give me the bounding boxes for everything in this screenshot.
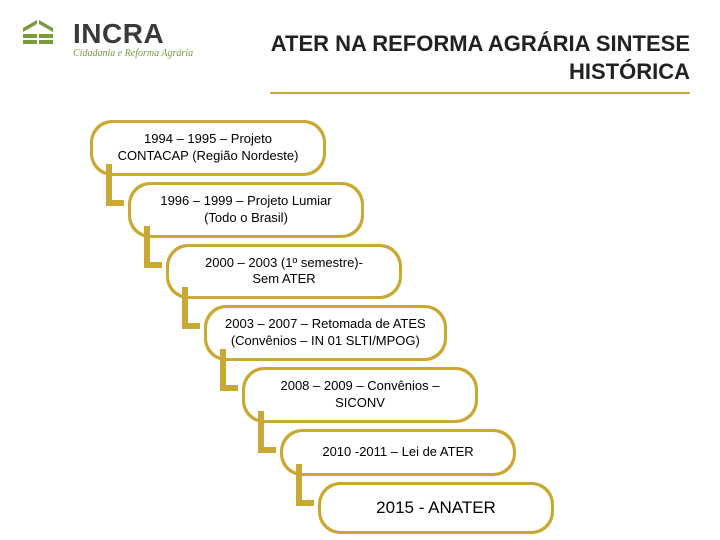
timeline-step-line1: 2008 – 2009 – Convênios – — [263, 378, 457, 395]
title-line1: ATER NA REFORMA AGRÁRIA SINTESE — [271, 31, 690, 56]
timeline-step-line1: 2000 – 2003 (1º semestre)- — [187, 255, 381, 272]
page-title: ATER NA REFORMA AGRÁRIA SINTESE HISTÓRIC… — [271, 30, 690, 85]
title-line2: HISTÓRICA — [569, 59, 690, 84]
connector-icon — [296, 464, 314, 506]
timeline-pill-inner: 2010 -2011 – Lei de ATER — [283, 432, 513, 473]
timeline-step-line2: CONTACAP (Região Nordeste) — [111, 148, 305, 165]
timeline-step: 2000 – 2003 (1º semestre)-Sem ATER — [166, 244, 554, 300]
timeline-pill: 2008 – 2009 – Convênios –SICONV — [242, 367, 478, 423]
logo-title: INCRA — [73, 20, 193, 48]
logo-area: INCRA Cidadania e Reforma Agrária — [15, 20, 193, 60]
timeline-step-line2: (Convênios – IN 01 SLTI/MPOG) — [225, 333, 426, 350]
timeline-step-line1: 2003 – 2007 – Retomada de ATES — [225, 316, 426, 333]
timeline-step: 2003 – 2007 – Retomada de ATES(Convênios… — [204, 305, 554, 361]
timeline-step: 1996 – 1999 – Projeto Lumiar(Todo o Bras… — [128, 182, 554, 238]
timeline-pill-inner: 2008 – 2009 – Convênios –SICONV — [245, 370, 475, 420]
timeline-pill-inner: 1994 – 1995 – ProjetoCONTACAP (Região No… — [93, 123, 323, 173]
timeline-step: 2010 -2011 – Lei de ATER — [280, 429, 554, 476]
timeline-step-line1: 2015 - ANATER — [343, 497, 529, 519]
timeline-pill: 1996 – 1999 – Projeto Lumiar(Todo o Bras… — [128, 182, 364, 238]
timeline-step-line2: Sem ATER — [187, 271, 381, 288]
timeline-step-line1: 1994 – 1995 – Projeto — [111, 131, 305, 148]
timeline-pill-inner: 1996 – 1999 – Projeto Lumiar(Todo o Bras… — [131, 185, 361, 235]
timeline-step-line2: (Todo o Brasil) — [149, 210, 343, 227]
logo-subtitle: Cidadania e Reforma Agrária — [73, 48, 193, 60]
connector-icon — [106, 164, 124, 206]
timeline-step: 2008 – 2009 – Convênios –SICONV — [242, 367, 554, 423]
timeline-pill: 2015 - ANATER — [318, 482, 554, 534]
timeline-step: 2015 - ANATER — [318, 482, 554, 534]
timeline-pill: 2010 -2011 – Lei de ATER — [280, 429, 516, 476]
connector-icon — [220, 349, 238, 391]
connector-icon — [258, 411, 276, 453]
incra-logo-icon — [15, 20, 65, 60]
timeline-step-line1: 2010 -2011 – Lei de ATER — [305, 444, 491, 461]
timeline-pill: 1994 – 1995 – ProjetoCONTACAP (Região No… — [90, 120, 326, 176]
timeline-pill-inner: 2000 – 2003 (1º semestre)-Sem ATER — [169, 247, 399, 297]
timeline-step-line1: 1996 – 1999 – Projeto Lumiar — [149, 193, 343, 210]
connector-icon — [182, 287, 200, 329]
connector-icon — [144, 226, 162, 268]
logo-text: INCRA Cidadania e Reforma Agrária — [73, 20, 193, 60]
timeline-step: 1994 – 1995 – ProjetoCONTACAP (Região No… — [90, 120, 554, 176]
timeline-step-line2: SICONV — [263, 395, 457, 412]
title-underline — [270, 92, 690, 94]
timeline: 1994 – 1995 – ProjetoCONTACAP (Região No… — [90, 120, 554, 540]
timeline-pill: 2000 – 2003 (1º semestre)-Sem ATER — [166, 244, 402, 300]
timeline-pill-inner: 2015 - ANATER — [321, 485, 551, 531]
timeline-pill: 2003 – 2007 – Retomada de ATES(Convênios… — [204, 305, 447, 361]
timeline-pill-inner: 2003 – 2007 – Retomada de ATES(Convênios… — [207, 308, 444, 358]
